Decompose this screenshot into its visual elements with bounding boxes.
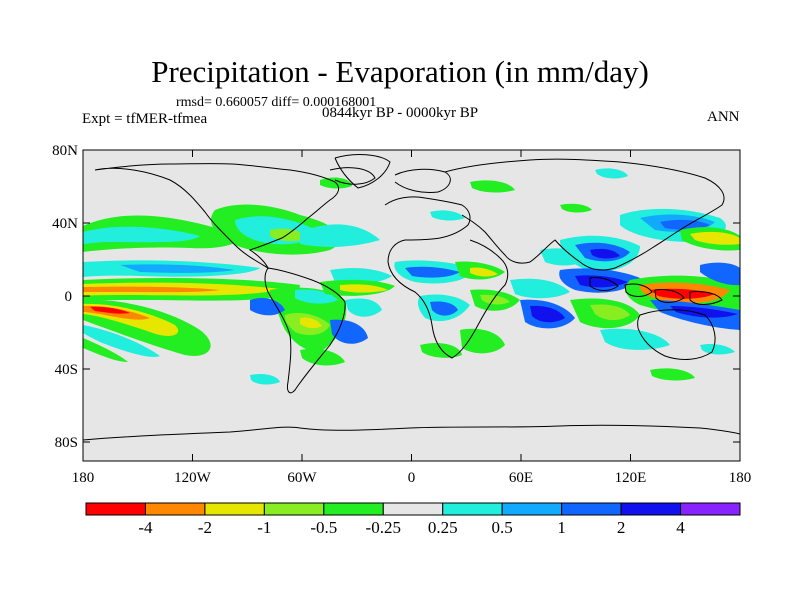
colorbar-swatch — [85, 502, 146, 516]
colorbar-swatch — [323, 502, 384, 516]
lat-tick-40n: 40N — [52, 216, 78, 232]
colorbar-swatch — [561, 502, 622, 516]
coastlines — [83, 154, 740, 441]
colorbar-label: 2 — [616, 518, 626, 537]
colorbar-swatch — [442, 502, 503, 516]
colorbar-swatch — [263, 502, 325, 516]
colorbar-label: -2 — [197, 518, 212, 537]
lon-tick-0: 0 — [408, 470, 416, 486]
lat-ticks — [83, 149, 740, 443]
period-label: 0844kyr BP - 0000kyr BP — [322, 105, 479, 121]
lon-tick-120e: 120E — [615, 470, 647, 486]
lon-tick-60e: 60E — [509, 470, 533, 486]
colorbar-label: -0.5 — [310, 518, 338, 537]
lon-tick-60w: 60W — [287, 470, 317, 486]
lat-tick-40s: 40S — [55, 362, 78, 378]
lat-tick-0: 0 — [65, 289, 73, 305]
colorbar-swatch — [382, 502, 444, 516]
colorbar-label: -1 — [257, 518, 272, 537]
lon-tick-180e: 180 — [729, 470, 752, 486]
colorbar-swatch — [204, 502, 265, 516]
colorbar-label: 1 — [557, 518, 566, 537]
colorbar-swatch — [144, 502, 206, 516]
colorbar-swatch — [501, 502, 563, 516]
colorbar-label: -0.25 — [365, 518, 401, 537]
colorbar-label: 0.25 — [427, 518, 458, 537]
colorbar-swatch — [620, 502, 682, 516]
anomaly-field — [83, 168, 740, 385]
experiment-label: Expt = tfMER-tfmea — [82, 111, 208, 127]
plot-title: Precipitation - Evaporation (in mm/day) — [151, 54, 649, 89]
colorbar-label: 4 — [676, 518, 685, 537]
lon-tick-120w: 120W — [174, 470, 212, 486]
lon-tick-180w: 180 — [72, 470, 95, 486]
rmsd-diff-stats: rmsd= 0.660057 diff= 0.000168001 — [176, 95, 377, 110]
colorbar-label: 0.5 — [491, 518, 513, 537]
map-background — [83, 150, 740, 461]
lat-tick-80s: 80S — [55, 435, 78, 451]
colorbar-swatch — [680, 502, 741, 516]
season-label: ANN — [707, 109, 740, 125]
lat-tick-80n: 80N — [52, 143, 78, 159]
lon-ticks — [82, 150, 741, 461]
colorbar-label: -4 — [138, 518, 153, 537]
